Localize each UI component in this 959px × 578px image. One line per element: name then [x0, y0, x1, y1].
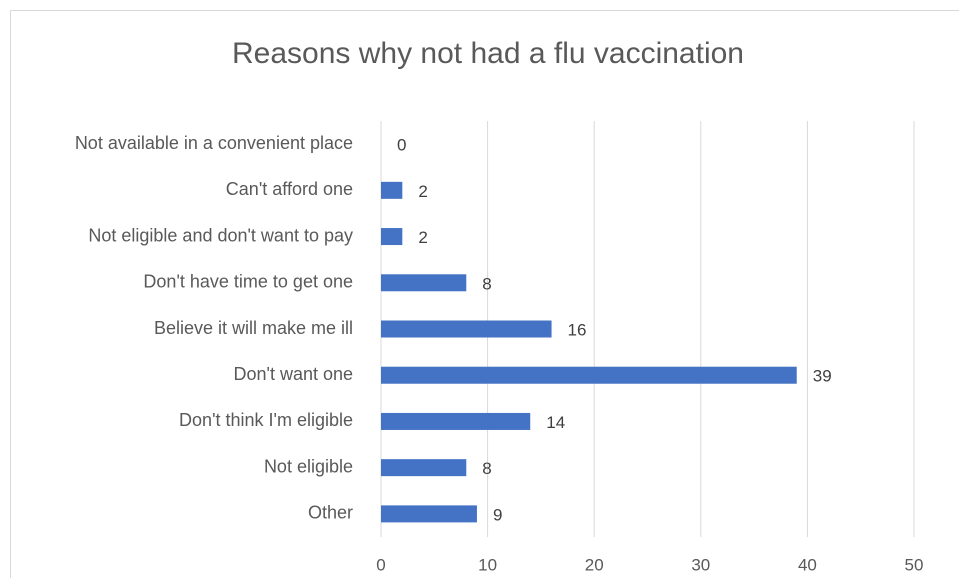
x-tick-label: 30	[691, 555, 710, 574]
x-tick-label: 40	[798, 555, 817, 574]
y-tick-label: Believe it will make me ill	[154, 318, 353, 338]
y-tick-label: Don't have time to get one	[143, 272, 353, 292]
y-tick-label: Not available in a convenient place	[75, 133, 353, 153]
data-label: 0	[397, 136, 406, 155]
y-tick-label: Don't want one	[233, 364, 353, 384]
data-label: 9	[493, 505, 502, 524]
data-label: 39	[813, 367, 832, 386]
y-tick-label: Not eligible and don't want to pay	[88, 225, 353, 245]
bar	[381, 274, 467, 292]
bar	[381, 228, 403, 246]
chart-title: Reasons why not had a flu vaccination	[232, 37, 744, 70]
y-tick-label: Other	[308, 503, 353, 523]
x-tick-label: 0	[376, 555, 385, 574]
y-tick-label: Can't afford one	[226, 179, 353, 199]
data-label: 8	[482, 274, 491, 293]
bar	[381, 459, 467, 477]
data-label: 14	[546, 413, 565, 432]
bar	[381, 181, 403, 199]
x-tick-label: 20	[585, 555, 604, 574]
data-label: 8	[482, 459, 491, 478]
data-label: 2	[418, 228, 427, 247]
x-tick-label: 10	[478, 555, 497, 574]
bar	[381, 366, 797, 384]
bar	[381, 412, 531, 430]
bar	[381, 505, 477, 523]
data-label: 16	[568, 320, 587, 339]
y-tick-label: Don't think I'm eligible	[179, 410, 353, 430]
bar	[381, 320, 552, 338]
x-tick-label: 50	[905, 555, 924, 574]
y-tick-label: Not eligible	[264, 456, 353, 476]
data-label: 2	[418, 182, 427, 201]
